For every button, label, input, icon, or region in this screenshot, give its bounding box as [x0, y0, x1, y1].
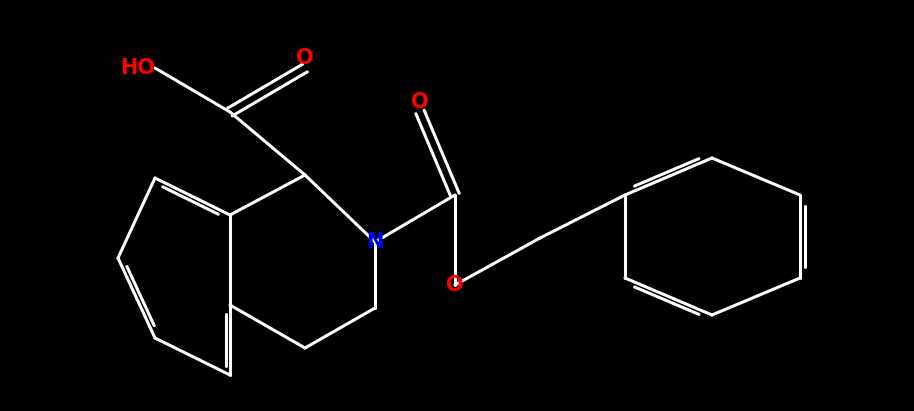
Text: O: O: [446, 275, 463, 295]
Text: O: O: [296, 48, 314, 68]
Text: N: N: [367, 232, 384, 252]
Text: HO: HO: [120, 58, 155, 78]
Text: O: O: [411, 92, 429, 112]
